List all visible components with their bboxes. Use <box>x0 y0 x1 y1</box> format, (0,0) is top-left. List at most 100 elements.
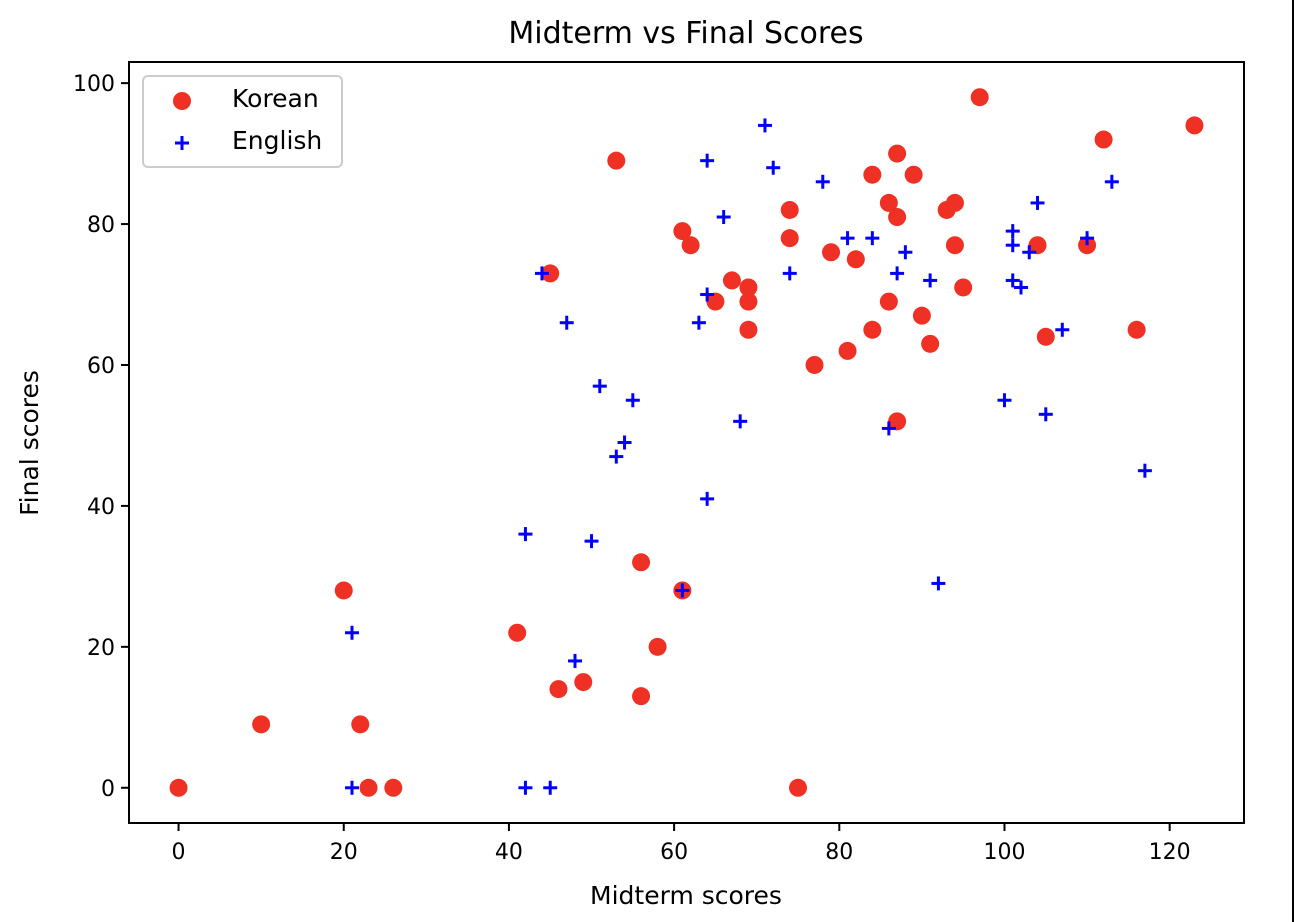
legend-label-english: English <box>232 126 322 155</box>
english-point <box>881 421 896 436</box>
data-marks <box>169 88 1204 797</box>
english-point <box>617 435 632 450</box>
korean-point <box>739 292 758 311</box>
korean-point <box>648 637 667 656</box>
english-point <box>534 266 549 281</box>
korean-point <box>706 292 725 311</box>
x-tick-label: 60 <box>660 840 688 865</box>
y-axis-label: Final scores <box>15 370 44 516</box>
korean-point <box>945 236 964 255</box>
english-point <box>1038 407 1053 422</box>
english-point <box>675 583 690 598</box>
x-tick-label: 80 <box>825 840 853 865</box>
korean-point <box>739 278 758 297</box>
english-point <box>898 245 913 260</box>
english-point <box>1022 245 1037 260</box>
korean-point <box>359 778 378 797</box>
english-point <box>1080 231 1095 246</box>
korean-point <box>252 715 271 734</box>
korean-point <box>541 264 560 283</box>
legend: Korean English <box>142 75 343 168</box>
korean-point <box>921 334 940 353</box>
english-point <box>518 527 533 542</box>
korean-point <box>1078 236 1097 255</box>
korean-point <box>888 208 907 227</box>
english-point <box>592 379 607 394</box>
korean-point <box>574 673 593 692</box>
y-tick-label: 60 <box>87 354 115 379</box>
legend-label-korean: Korean <box>232 84 319 113</box>
y-tick-label: 80 <box>87 213 115 238</box>
english-point <box>345 625 359 640</box>
english-point <box>568 653 582 668</box>
english-point <box>997 393 1012 408</box>
korean-point <box>1094 130 1113 149</box>
english-point <box>923 273 938 288</box>
english-point <box>543 780 558 795</box>
korean-point <box>879 292 898 311</box>
english-point <box>1104 174 1119 189</box>
korean-point <box>863 320 882 339</box>
y-tick-label: 100 <box>73 72 115 97</box>
korean-point <box>888 412 907 431</box>
plot-area-frame <box>128 61 1245 824</box>
english-point <box>815 174 830 189</box>
legend-marker-korean <box>173 92 191 110</box>
korean-point <box>912 306 931 325</box>
english-point <box>700 287 715 302</box>
korean-point <box>722 271 741 290</box>
korean-point <box>838 341 857 360</box>
korean-point <box>780 229 799 248</box>
english-point <box>518 780 533 795</box>
korean-point <box>1036 327 1055 346</box>
korean-point <box>632 553 651 572</box>
korean-point <box>904 165 923 184</box>
english-point <box>931 576 946 591</box>
x-tick-label: 0 <box>172 840 186 865</box>
korean-point <box>846 250 865 269</box>
korean-point <box>508 623 527 642</box>
y-tick-label: 40 <box>87 495 115 520</box>
korean-point <box>169 778 188 797</box>
korean-point <box>780 200 799 219</box>
korean-point <box>888 144 907 163</box>
english-point <box>1005 238 1020 253</box>
english-point <box>1005 224 1020 239</box>
y-tick-label: 20 <box>87 636 115 661</box>
korean-point <box>334 581 353 600</box>
korean-point <box>805 355 824 374</box>
korean-point <box>1127 320 1146 339</box>
english-point <box>700 491 715 506</box>
korean-point <box>789 778 807 797</box>
english-point <box>625 393 640 408</box>
figure-right-border <box>1292 0 1294 922</box>
korean-point <box>954 278 973 297</box>
korean-point <box>863 165 882 184</box>
x-tick-label: 120 <box>1149 840 1191 865</box>
legend-box <box>142 75 343 168</box>
korean-point <box>945 193 964 212</box>
legend-marker-english <box>175 136 189 150</box>
korean-point <box>384 778 403 797</box>
korean-point <box>549 680 568 699</box>
korean-point <box>351 715 370 734</box>
korean-point <box>1185 116 1204 135</box>
chart-title: Midterm vs Final Scores <box>508 16 863 51</box>
english-point <box>559 315 574 330</box>
english-point <box>782 266 797 281</box>
english-point <box>345 780 359 795</box>
english-point <box>865 231 880 246</box>
x-tick-label: 100 <box>983 840 1025 865</box>
korean-point <box>673 222 692 241</box>
english-point <box>584 534 599 549</box>
english-point <box>733 414 748 429</box>
korean-point <box>822 243 841 262</box>
english-point <box>1055 322 1070 337</box>
axis-ticks: 0 20 40 60 80 100 120 0 20 40 60 80 100 <box>73 72 1191 865</box>
english-point <box>1030 195 1045 210</box>
y-tick-label: 0 <box>101 777 115 802</box>
korean-point <box>681 236 700 255</box>
english-point <box>609 449 624 464</box>
korean-point <box>1028 236 1047 255</box>
